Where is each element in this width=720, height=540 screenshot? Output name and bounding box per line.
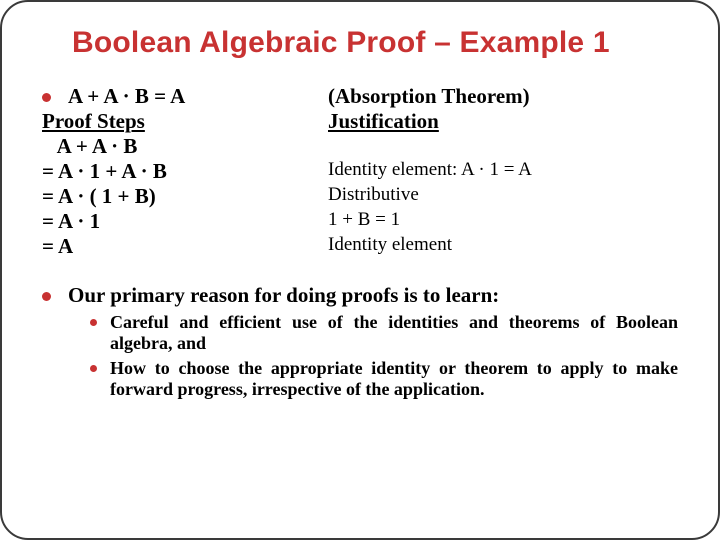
proof-step-right: 1 + B = 1 [328,209,678,234]
spacer [42,269,678,283]
proof-steps-header: Proof Steps [42,109,328,134]
proof-step-right: Distributive [328,184,678,209]
theorem-item: A + A · B = A (Absorption Theorem) Proof… [42,84,678,259]
slide-frame: Boolean Algebraic Proof – Example 1 A + … [0,0,720,540]
theorem-statement: A + A · B = A [68,84,328,109]
proof-step-left: = A · ( 1 + B) [42,184,328,209]
slide-title: Boolean Algebraic Proof – Example 1 [72,26,678,60]
summary-item: Our primary reason for doing proofs is t… [42,283,678,400]
proof-step-row: = A · 1 + A · B Identity element: A · 1 … [42,159,678,184]
headers-row: Proof Steps Justification [42,109,678,134]
proof-step-left: A + A · B [42,134,328,159]
proof-step-right: Identity element: A · 1 = A [328,159,678,184]
theorem-name: (Absorption Theorem) [328,84,678,109]
proof-step-left: = A · 1 [42,209,328,234]
justification-header: Justification [328,109,678,134]
proof-step-right: Identity element [328,234,678,259]
summary-lead: Our primary reason for doing proofs is t… [68,283,499,307]
proof-step-right [328,134,678,159]
proof-step-row: A + A · B [42,134,678,159]
inner-list: Careful and efficient use of the identit… [68,312,678,400]
proof-step-row: = A · ( 1 + B) Distributive [42,184,678,209]
proof-step-row: = A · 1 1 + B = 1 [42,209,678,234]
outer-list: A + A · B = A (Absorption Theorem) Proof… [42,84,678,400]
summary-point: How to choose the appropriate identity o… [90,358,678,400]
slide-body: A + A · B = A (Absorption Theorem) Proof… [42,84,678,400]
proof-step-row: = A Identity element [42,234,678,259]
theorem-row: A + A · B = A (Absorption Theorem) [68,84,678,109]
proof-step-left: = A [42,234,328,259]
summary-point: Careful and efficient use of the identit… [90,312,678,354]
proof-step-left: = A · 1 + A · B [42,159,328,184]
